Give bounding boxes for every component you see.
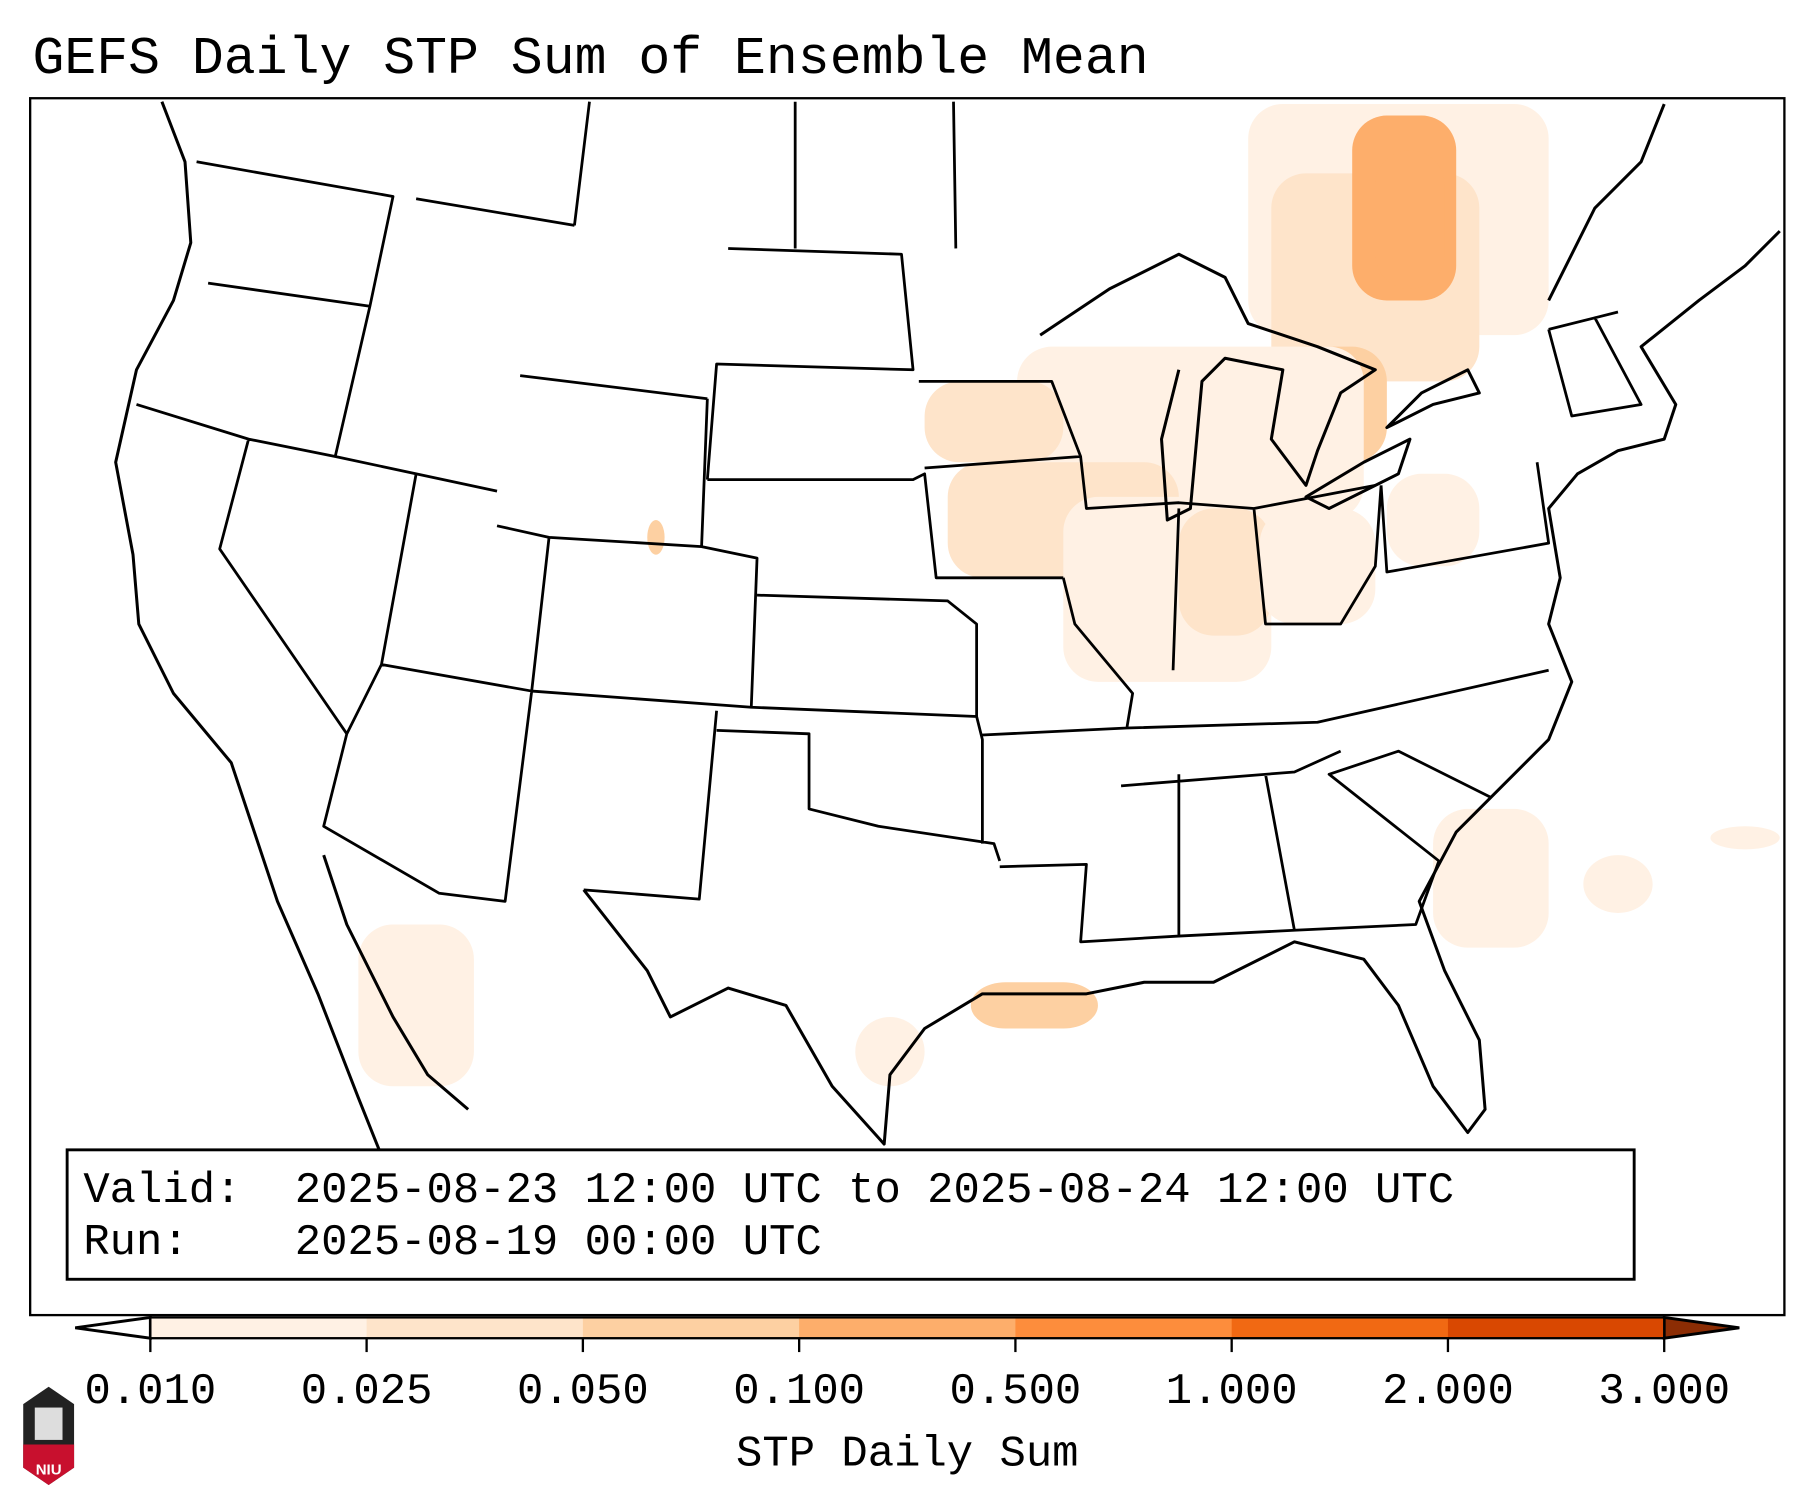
colorbar-segment <box>1015 1317 1233 1339</box>
colorbar-tick-label: 0.050 <box>517 1367 649 1417</box>
stp-region <box>1710 826 1780 850</box>
info-box: Valid: 2025-08-23 12:00 UTC to 2025-08-2… <box>65 1148 1636 1281</box>
colorbar-segment <box>1447 1317 1665 1339</box>
colorbar-tick-label: 0.100 <box>733 1367 865 1417</box>
colorbar-tick-label: 0.025 <box>301 1367 433 1417</box>
colorbar-over-extension <box>1662 1315 1740 1340</box>
colorbar-tick-label: 0.500 <box>950 1367 1082 1417</box>
stp-region <box>1583 855 1653 913</box>
colorbar-segment <box>582 1317 800 1339</box>
colorbar-segment <box>799 1317 1016 1339</box>
figure-title: GEFS Daily STP Sum of Ensemble Mean <box>32 29 1148 89</box>
colorbar-tick-label: 3.000 <box>1598 1367 1730 1417</box>
colorbar-segment <box>366 1317 584 1339</box>
state-borders <box>136 101 1643 944</box>
svg-text:NIU: NIU <box>36 1462 62 1479</box>
colorbar-under-extension <box>75 1315 152 1340</box>
colorbar-tick-label: 0.010 <box>84 1367 216 1417</box>
colorbar-tick-label: 1.000 <box>1166 1367 1298 1417</box>
valid-label: Valid: <box>83 1166 241 1216</box>
stp-region <box>1375 150 1445 289</box>
stp-region <box>1386 473 1480 567</box>
stp-region <box>1178 508 1272 636</box>
map-panel: Valid: 2025-08-23 12:00 UTC to 2025-08-2… <box>29 97 1786 1317</box>
stp-region <box>1259 508 1376 625</box>
stp-region <box>1433 808 1549 948</box>
coastline-gulf <box>322 103 1781 1146</box>
stp-field <box>358 104 1780 1087</box>
colorbar: 0.010 0.025 0.050 0.100 0.500 1.000 2.000 3.000 <box>75 1315 1740 1417</box>
run-value: 2025-08-19 00:00 UTC <box>295 1218 822 1268</box>
stp-region <box>647 520 665 555</box>
stp-region <box>855 1016 925 1087</box>
colorbar-segment <box>1231 1317 1449 1339</box>
valid-value: 2025-08-23 12:00 UTC to 2025-08-24 12:00… <box>295 1166 1454 1216</box>
colorbar-tick-label: 2.000 <box>1382 1367 1514 1417</box>
stp-region <box>970 982 1098 1029</box>
niu-logo: NIU <box>23 1386 75 1485</box>
colorbar-label: STP Daily Sum <box>736 1429 1079 1479</box>
great-lakes <box>1039 252 1481 522</box>
coastline <box>114 101 383 1157</box>
stp-region <box>358 924 474 1087</box>
run-label: Run: <box>83 1218 188 1268</box>
colorbar-segment <box>150 1317 368 1339</box>
stp-region <box>924 381 1064 463</box>
